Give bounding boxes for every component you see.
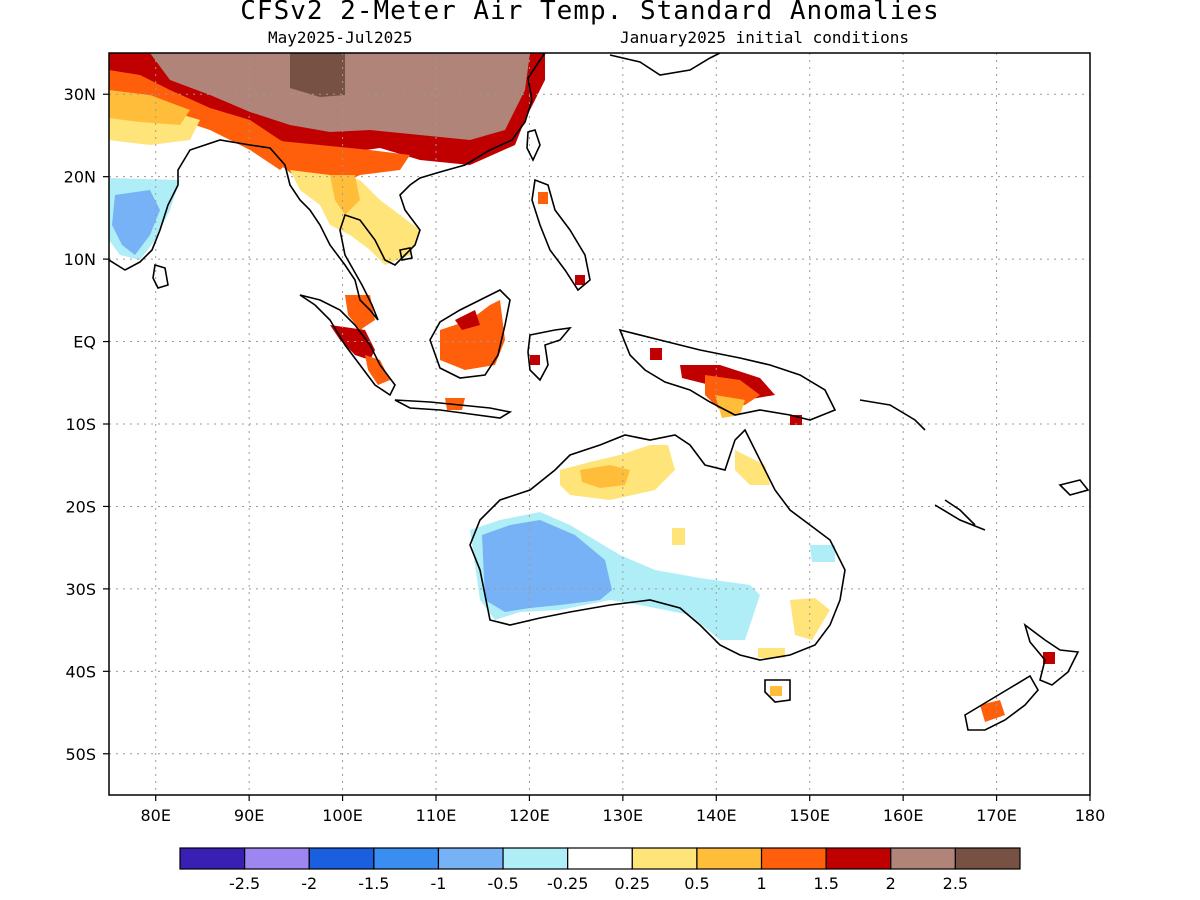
region-sulawesi-red (530, 355, 540, 365)
colorbar-label: 0.25 (614, 874, 650, 893)
region-molucca-red (650, 348, 662, 360)
lon-label: 90E (234, 806, 264, 825)
colorbar-swatch (245, 848, 310, 869)
lat-label: 30S (65, 580, 96, 599)
lon-label: 100E (322, 806, 363, 825)
lat-label: 30N (64, 85, 96, 104)
region-east-australia-cool (810, 545, 835, 562)
lon-label: 140E (696, 806, 737, 825)
lat-label: 20N (64, 168, 96, 187)
coastlines (109, 53, 1088, 730)
colorbar-swatch (180, 848, 245, 869)
region-cape-york-yellow (735, 450, 770, 485)
grid-lines (109, 53, 1090, 795)
lat-label: 50S (65, 745, 96, 764)
lon-label: 170E (976, 806, 1017, 825)
colorbar-label: -0.5 (487, 874, 518, 893)
lat-label: 20S (65, 497, 96, 516)
lat-label: 10N (64, 250, 96, 269)
lat-label: 40S (65, 662, 96, 681)
colorbar-label: 2.5 (943, 874, 968, 893)
colorbar-label: -1 (430, 874, 446, 893)
coastline-nz-south (965, 676, 1038, 730)
lat-label: EQ (73, 333, 96, 352)
coastline-solomons (860, 400, 925, 430)
latitude-axis: 30N 20N 10N EQ 10S 20S 30S 40S 50S (64, 85, 109, 764)
region-central-asia-peak (290, 53, 345, 97)
region-tasmania-warm (770, 686, 782, 696)
colorbar-labels: -2.5 -2 -1.5 -1 -0.5 -0.25 0.25 0.5 1 1.5 2 2.5 (229, 874, 968, 893)
colorbar-label: -2 (301, 874, 317, 893)
lon-label: 110E (416, 806, 457, 825)
lon-label: 180 (1075, 806, 1106, 825)
colorbar-label: -2.5 (229, 874, 260, 893)
colorbar-swatch (891, 848, 956, 869)
colorbar-swatch (826, 848, 891, 869)
colorbar-swatch (762, 848, 827, 869)
region-west-australia-cool (482, 520, 612, 612)
region-central-yellow (672, 528, 685, 545)
coastline-vanuatu (945, 500, 975, 525)
lon-label: 80E (140, 806, 170, 825)
colorbar-swatch (568, 848, 633, 869)
coastline-japan (610, 53, 720, 75)
region-philippines-warm (538, 192, 548, 204)
colorbar-swatch (697, 848, 762, 869)
lon-label: 130E (603, 806, 644, 825)
anomaly-map: 30N 20N 10N EQ 10S 20S 30S 40S 50S 80E 90E 100E 110… (0, 0, 1200, 900)
lon-label: 120E (509, 806, 550, 825)
coastline-sulawesi (528, 328, 570, 380)
colorbar-label: 1 (756, 874, 766, 893)
region-philippines-red (575, 275, 585, 285)
colorbar-label: 2 (886, 874, 896, 893)
colorbar-swatch (309, 848, 374, 869)
colorbar-swatch (503, 848, 568, 869)
colorbar-label: 0.5 (684, 874, 709, 893)
colorbar-swatch (632, 848, 697, 869)
lon-label: 150E (789, 806, 830, 825)
lon-label: 160E (883, 806, 924, 825)
colorbar-label: 1.5 (813, 874, 838, 893)
colorbar-swatch (438, 848, 503, 869)
longitude-axis: 80E 90E 100E 110E 120E 130E 140E 150E 160E 170E 18… (140, 795, 1105, 825)
colorbar-swatch (374, 848, 439, 869)
colorbar-swatch (955, 848, 1020, 869)
coastline-fiji (1060, 480, 1088, 495)
anomaly-fills (109, 53, 1055, 722)
colorbar (180, 848, 1020, 869)
coastline-nc (935, 505, 985, 530)
lat-label: 10S (65, 415, 96, 434)
colorbar-label: -1.5 (358, 874, 389, 893)
colorbar-label: -0.25 (547, 874, 588, 893)
